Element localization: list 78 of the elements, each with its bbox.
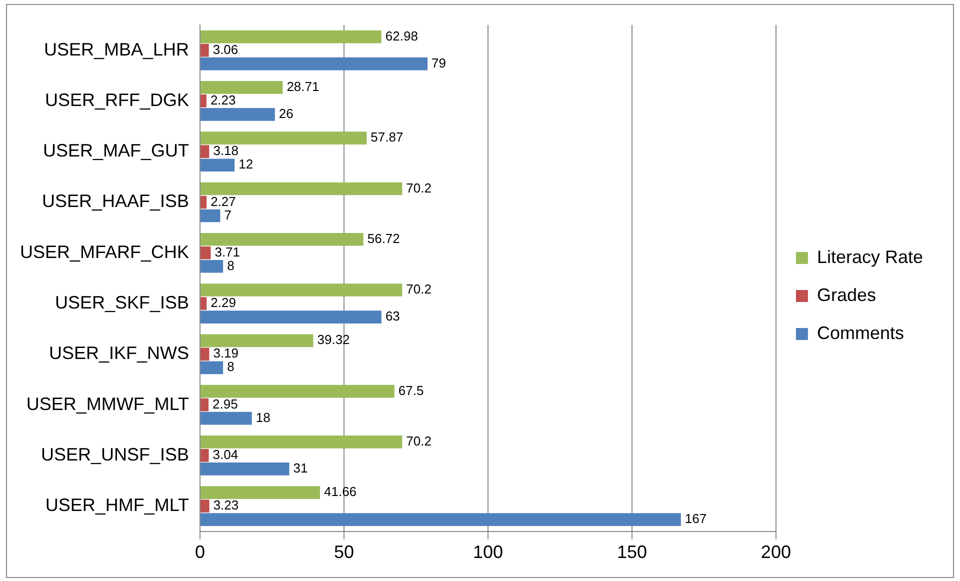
bar — [200, 182, 402, 196]
bar — [200, 94, 206, 108]
data-label: 31 — [293, 460, 308, 476]
bar — [200, 196, 207, 209]
data-label: 28.71 — [286, 79, 320, 94]
bar — [200, 334, 314, 348]
data-label: 3.19 — [213, 346, 239, 361]
legend-label: Grades — [816, 284, 876, 305]
data-label: 57.87 — [370, 130, 404, 145]
bar — [200, 361, 224, 374]
bar — [200, 513, 681, 526]
data-label: 2.29 — [210, 295, 236, 310]
y-tick-label: USER_RFF_DGK — [45, 90, 190, 110]
bar — [200, 132, 367, 145]
y-tick-label: USER_MAF_GUT — [43, 140, 190, 161]
data-label: 70.2 — [406, 434, 432, 449]
bar — [200, 284, 402, 296]
data-label: 39.32 — [317, 332, 350, 348]
data-label: 63 — [385, 308, 400, 324]
bar — [200, 57, 428, 70]
x-tick-label: 100 — [472, 542, 504, 562]
data-label: 62.98 — [385, 28, 418, 44]
y-tick-label: USER_SKF_ISB — [54, 292, 190, 312]
bar — [200, 436, 402, 448]
bar — [200, 44, 209, 57]
data-label: 3.06 — [212, 42, 238, 57]
bar — [200, 384, 394, 398]
y-tick-label: USER_UNSF_ISB — [40, 444, 190, 464]
data-label: 2.27 — [210, 194, 236, 209]
bar — [200, 209, 220, 222]
bar — [200, 158, 235, 172]
y-tick-label: USER_MBA_LHR — [44, 39, 190, 60]
bar — [200, 81, 283, 94]
data-label: 70.2 — [406, 180, 432, 196]
bar — [200, 30, 382, 44]
bar — [200, 108, 275, 121]
data-label: 12 — [238, 156, 254, 172]
bar — [200, 348, 210, 361]
bar — [200, 500, 210, 512]
y-tick-label: USER_HMF_MLT — [45, 495, 190, 516]
data-label: 8 — [227, 258, 234, 273]
data-label: 2.95 — [212, 396, 238, 412]
bar — [200, 486, 320, 499]
data-label: 56.72 — [367, 230, 400, 246]
data-label: 7 — [224, 207, 232, 222]
y-tick-label: USER_MFARF_CHK — [20, 242, 190, 262]
bar — [200, 232, 364, 246]
data-label: 26 — [278, 106, 294, 122]
x-tick-label: 50 — [334, 542, 354, 562]
bar — [200, 246, 211, 260]
data-label: 41.66 — [324, 484, 357, 500]
legend-label: Literacy Rate — [816, 246, 924, 267]
y-tick-label: USER_MMWF_MLT — [26, 394, 190, 414]
bar — [200, 462, 290, 476]
x-tick-label: 200 — [760, 542, 791, 562]
bar — [200, 260, 224, 273]
data-label: 70.2 — [406, 282, 432, 297]
bar — [200, 145, 210, 158]
x-tick-label: 150 — [616, 542, 647, 562]
legend-label: Comments — [816, 322, 904, 343]
data-label: 3.71 — [214, 244, 240, 260]
data-label: 79 — [432, 55, 446, 70]
bar — [200, 297, 207, 310]
bar — [200, 449, 209, 462]
data-label: 8 — [227, 359, 234, 374]
data-label: 3.04 — [212, 447, 238, 462]
data-label: 3.18 — [213, 143, 238, 158]
y-tick-label: USER_HAAF_ISB — [42, 191, 190, 212]
data-label: 167 — [684, 511, 707, 526]
y-tick-label: USER_IKF_NWS — [49, 343, 190, 364]
data-label: 2.23 — [210, 92, 236, 108]
bar — [200, 398, 209, 412]
data-label: 18 — [256, 410, 270, 425]
x-tick-label: 0 — [195, 542, 206, 562]
data-label: 3.23 — [213, 498, 239, 513]
data-label: 67.5 — [398, 382, 424, 398]
bar — [200, 412, 252, 425]
bar — [200, 310, 382, 324]
